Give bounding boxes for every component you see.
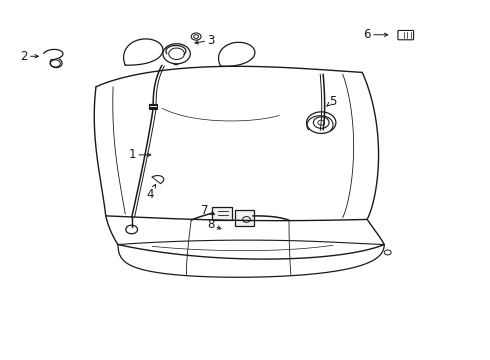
FancyBboxPatch shape <box>235 211 254 226</box>
FancyBboxPatch shape <box>212 207 232 220</box>
Text: 7: 7 <box>201 204 215 217</box>
Text: 5: 5 <box>327 95 337 108</box>
Text: 2: 2 <box>21 50 38 63</box>
FancyBboxPatch shape <box>149 104 157 109</box>
Text: 4: 4 <box>146 185 155 201</box>
Text: 3: 3 <box>195 33 215 47</box>
Text: 6: 6 <box>364 28 388 41</box>
Text: 8: 8 <box>207 218 221 231</box>
FancyBboxPatch shape <box>398 31 414 40</box>
Text: 1: 1 <box>129 148 151 161</box>
